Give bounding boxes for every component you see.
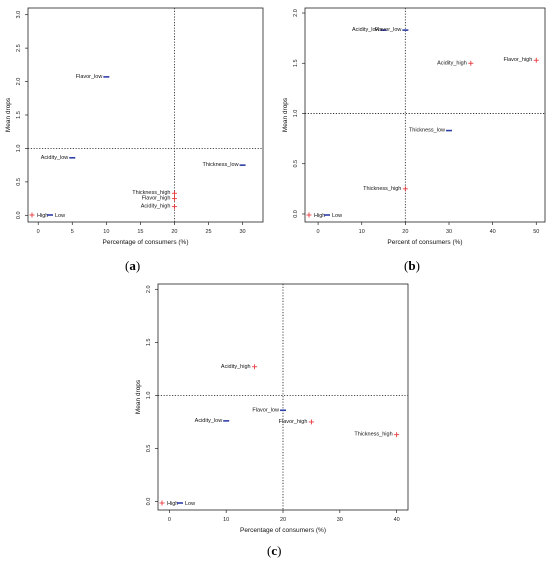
y-tick-label: 0.0: [16, 211, 22, 219]
high-point-marker: [533, 57, 539, 63]
y-tick-label: 0.0: [293, 210, 299, 218]
high-point-marker: [394, 432, 400, 438]
high-point-marker: [468, 60, 474, 66]
x-tick-label: 5: [71, 229, 74, 235]
high-point-marker: [402, 186, 408, 192]
chart-panel-b: 0 10 20 30 40 50 0.0 0.5 1.0 1.5 2.0 Percent of con…: [275, 0, 550, 275]
point-label: Flavor_low: [375, 27, 402, 33]
caption-b: (b): [404, 258, 420, 273]
x-tick-label: 10: [359, 229, 365, 235]
y-tick-label: 0.5: [293, 160, 299, 168]
y-tick-label: 0.0: [146, 498, 152, 506]
x-tick-label: 0: [37, 229, 40, 235]
point-label: Flavor_high: [504, 57, 533, 63]
point-label: Flavor_high: [142, 196, 171, 202]
caption-c: (c): [267, 543, 282, 558]
legend-label: High: [167, 501, 178, 507]
y-tick-label: 2.0: [16, 78, 22, 86]
point-label: Flavor_low: [252, 407, 279, 413]
y-tick-label: 2.0: [293, 9, 299, 17]
y-axis-label: Mean drops: [282, 97, 289, 132]
y-axis-label: Mean drops: [135, 379, 142, 414]
y-axis-label: Mean drops: [5, 97, 12, 132]
y-tick-label: 1.5: [146, 339, 152, 347]
plot-frame: [304, 7, 546, 223]
y-tick-label: 0.5: [16, 178, 22, 186]
x-tick-label: 10: [223, 517, 229, 523]
legend-label: High: [314, 213, 325, 219]
x-tick-label: 30: [446, 229, 452, 235]
high-point-marker: [252, 364, 258, 370]
legend-high-marker: [159, 500, 165, 506]
y-tick-label: 1.5: [293, 59, 299, 67]
point-label: Acidity_high: [141, 204, 171, 210]
scatter-plot-c: 0 10 20 30 40 0.0 0.5 1.0 1.5 2.0 Percentage of co…: [135, 283, 409, 534]
x-tick-label: 20: [280, 517, 286, 523]
point-label: Flavor_high: [279, 419, 308, 425]
point-label: Acidity_high: [221, 364, 251, 370]
legend-high-marker: [29, 212, 35, 218]
x-axis-label: Percent of consumers (%): [387, 239, 462, 246]
legend-high-marker: [306, 212, 312, 218]
high-point-marker: [308, 419, 314, 425]
scatter-plot-a: 0 5 10 15 20 25 30 0.0 0.5 1.0 1.5 2.0 2.5 3.0 Percent…: [5, 7, 264, 246]
legend-label: Low: [55, 213, 65, 219]
point-label: Thickness_low: [202, 162, 238, 168]
x-tick-label: 30: [240, 229, 246, 235]
legend-label: High: [37, 213, 48, 219]
caption-a: (a): [125, 258, 141, 273]
x-tick-label: 40: [490, 229, 496, 235]
point-label: Acidity_low: [195, 418, 223, 424]
y-tick-label: 2.5: [16, 44, 22, 52]
x-tick-label: 30: [337, 517, 343, 523]
high-point-marker: [171, 190, 177, 196]
x-tick-label: 40: [394, 517, 400, 523]
point-label: Thickness_low: [409, 128, 445, 134]
x-tick-label: 50: [533, 229, 539, 235]
point-label: Flavor_low: [76, 74, 103, 80]
legend-label: Low: [185, 501, 195, 507]
legend-label: Low: [332, 213, 342, 219]
point-label: Thickness_high: [132, 190, 170, 196]
x-axis-label: Percentage of consumers (%): [240, 527, 326, 534]
point-label: Thickness_high: [354, 432, 392, 438]
point-label: Thickness_high: [363, 186, 401, 192]
point-label: Acidity_low: [352, 27, 380, 33]
y-tick-label: 1.0: [293, 110, 299, 118]
x-axis-label: Percentage of consumers (%): [103, 239, 189, 246]
y-tick-label: 2.0: [146, 285, 152, 293]
y-tick-label: 3.0: [16, 11, 22, 19]
chart-panel-c: 0 10 20 30 40 0.0 0.5 1.0 1.5 2.0 Percentage of co…: [135, 278, 415, 563]
x-tick-label: 25: [205, 229, 211, 235]
high-point-marker: [171, 196, 177, 202]
x-tick-label: 10: [103, 229, 109, 235]
y-tick-label: 1.5: [16, 111, 22, 119]
x-tick-label: 0: [168, 517, 171, 523]
y-tick-label: 1.0: [16, 145, 22, 153]
y-tick-label: 0.5: [146, 445, 152, 453]
chart-panel-a: 0 5 10 15 20 25 30 0.0 0.5 1.0 1.5 2.0 2.5 3.0 Percent…: [0, 0, 275, 275]
scatter-plot-b: 0 10 20 30 40 50 0.0 0.5 1.0 1.5 2.0 Percent of con…: [282, 7, 546, 246]
point-label: Acidity_high: [437, 60, 467, 66]
x-tick-label: 20: [171, 229, 177, 235]
y-tick-label: 1.0: [146, 392, 152, 400]
x-tick-label: 0: [317, 229, 320, 235]
high-point-marker: [171, 204, 177, 210]
point-label: Acidity_low: [41, 155, 69, 161]
x-tick-label: 20: [402, 229, 408, 235]
x-tick-label: 15: [137, 229, 143, 235]
